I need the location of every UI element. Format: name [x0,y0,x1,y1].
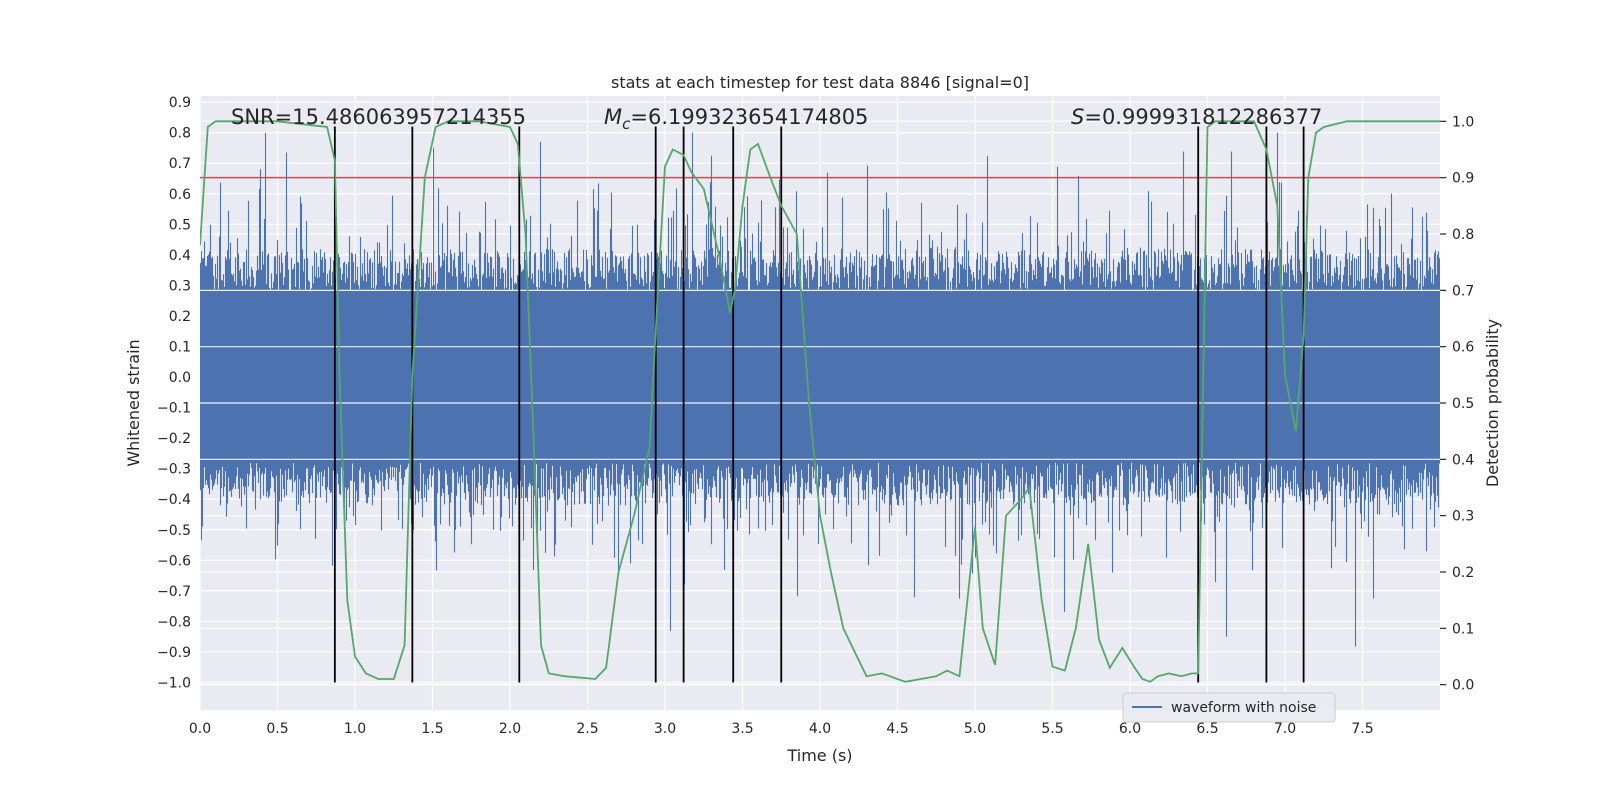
probability-line [200,120,1440,683]
x-tick-label: 1.5 [421,721,443,737]
x-tick-label: 5.5 [1041,721,1063,737]
legend-label: waveform with noise [1171,700,1316,716]
x-tick-label: 0.5 [266,721,288,737]
y2-axis-label: Detection probability [1483,319,1502,487]
x-tick-label: 4.5 [886,721,908,737]
y-tick-label: −0.3 [157,462,191,478]
y2-tick-label: 0.9 [1452,171,1474,187]
x-tick-label: 2.0 [499,721,521,737]
y2-tick-label: 0.7 [1452,283,1474,299]
x-tick-label: 1.0 [344,721,366,737]
y2-tick-label: 0.2 [1452,565,1474,581]
y2-tick-label: 0.5 [1452,396,1474,412]
x-tick-label: 0.0 [189,721,211,737]
y2-tick-label: 1.0 [1452,114,1474,130]
y-tick-label: −0.5 [157,523,191,539]
x-axis-label: Time (s) [786,746,852,765]
snr-annotation: SNR=15.486063957214355 [231,105,526,129]
x-tick-label: 3.5 [731,721,753,737]
legend: waveform with noise [1122,692,1336,723]
vertical-lines [333,126,1305,683]
mc-value: =6.199323654174805 [630,105,868,129]
y2-tick-label: 0.3 [1452,509,1474,525]
waveform-series [200,132,1440,647]
x-tick-label: 6.0 [1119,721,1141,737]
mc-symbol: M [604,105,622,129]
y-tick-label: −0.9 [157,645,191,661]
y-tick-label: −1.0 [157,676,191,692]
y-tick-label: 0.0 [169,370,191,386]
mc-annotation: Mc=6.199323654174805 [604,105,868,133]
legend-box [1122,692,1336,723]
y-tick-label: −0.4 [157,492,191,508]
chart-title: stats at each timestep for test data 884… [611,73,1029,92]
x-tick-label: 7.5 [1351,721,1373,737]
y-tick-label: 0.3 [169,278,191,294]
y-tick-label: −0.7 [157,584,191,600]
y2-tick-label: 0.1 [1452,621,1474,637]
y2-tick-label: 0.8 [1452,227,1474,243]
y-axis-label: Whitened strain [124,339,143,466]
y2-tick-label: 0.6 [1452,340,1474,356]
y-tick-label: 0.6 [169,187,191,203]
y-tick-label: 0.8 [169,126,191,142]
y-tick-label: −0.1 [157,401,191,417]
s-annotation: S=0.999931812286377 [1071,105,1322,129]
y-tick-label: −0.2 [157,431,191,447]
y-tick-label: 0.4 [169,248,191,264]
probability-series [200,120,1440,683]
y-tick-label: −0.8 [157,614,191,630]
y-tick-label: 0.9 [169,95,191,111]
y-tick-label: 0.7 [169,156,191,172]
y-tick-label: 0.2 [169,309,191,325]
x-tick-label: 5.0 [964,721,986,737]
mc-subscript: c [622,115,631,133]
s-value: =0.999931812286377 [1084,105,1322,129]
x-tick-label: 3.0 [654,721,676,737]
waveform-core [200,291,1440,463]
x-tick-label: 2.5 [576,721,598,737]
y-tick-label: −0.6 [157,553,191,569]
x-tick-label: 4.0 [809,721,831,737]
x-axis-ticks: 0.0 0.5 1.0 1.5 2.0 2.5 3.0 3.5 4.0 4.5 5.0 5.5 6.0 6… [189,721,1374,737]
y2-tick-label: 0.4 [1452,452,1474,468]
y-axis-ticks: 0.9 0.8 0.7 0.6 0.5 0.4 0.3 0.2 0.1 0.0 −0.1 −0.2 −0… [157,95,191,691]
y2-axis-ticks: 1.0 0.9 0.8 0.7 0.6 0.5 0.4 0.3 0.2 0.1 0.0 [1440,114,1474,694]
x-tick-label: 6.5 [1196,721,1218,737]
y-tick-label: 0.1 [169,339,191,355]
x-tick-label: 7.0 [1274,721,1296,737]
y2-tick-label: 0.0 [1452,678,1474,694]
s-symbol: S [1071,105,1084,129]
y-tick-label: 0.5 [169,217,191,233]
